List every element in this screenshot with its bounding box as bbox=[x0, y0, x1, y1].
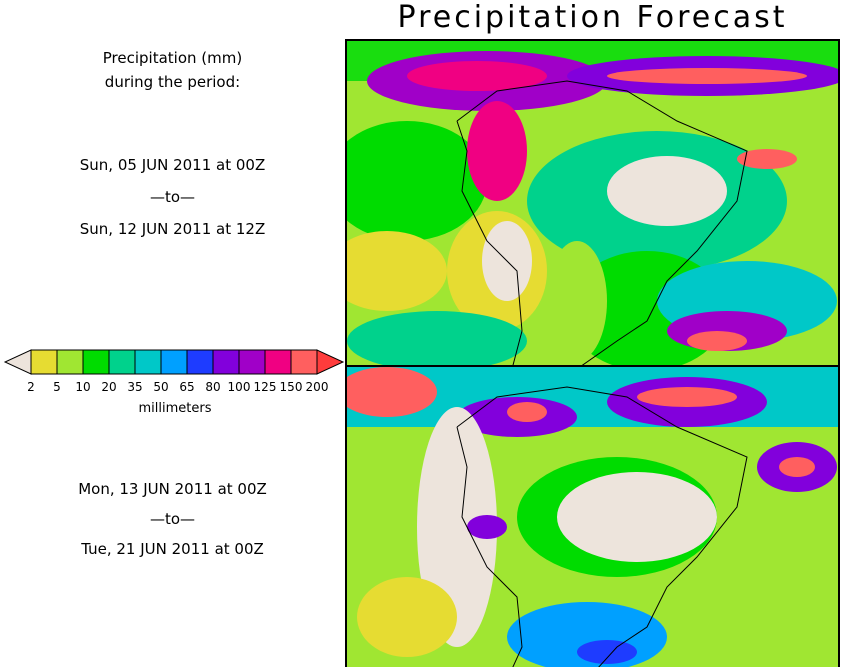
colorbar-bin bbox=[160, 349, 188, 375]
heading-line-2: during the period: bbox=[104, 73, 241, 91]
colorbar-bin bbox=[108, 349, 136, 375]
colorbar-bin bbox=[212, 349, 240, 375]
colorbar-bin bbox=[238, 349, 266, 375]
colorbar-bin bbox=[290, 349, 318, 375]
colorbar-tick-label: 150 bbox=[280, 380, 303, 394]
colorbar-tick-label: 125 bbox=[254, 380, 277, 394]
colorbar-tick-label: 20 bbox=[101, 380, 116, 394]
colorbar-above-arrow bbox=[316, 349, 345, 375]
period-1-end: Sun, 12 JUN 2011 at 12Z bbox=[79, 220, 266, 238]
colorbar-bin bbox=[264, 349, 292, 375]
colorbar-below-arrow bbox=[3, 349, 32, 375]
precip-map-2 bbox=[347, 367, 838, 667]
colorbar-tick-label: 35 bbox=[127, 380, 142, 394]
colorbar-bin bbox=[82, 349, 110, 375]
colorbar-bin bbox=[56, 349, 84, 375]
period-2-end: Tue, 21 JUN 2011 at 00Z bbox=[81, 540, 264, 558]
period-2-sep: —to— bbox=[149, 510, 196, 528]
colorbar-tick-label: 65 bbox=[179, 380, 194, 394]
colorbar-tick-label: 200 bbox=[306, 380, 329, 394]
period-2-start: Mon, 13 JUN 2011 at 00Z bbox=[78, 480, 267, 498]
period-1-start: Sun, 05 JUN 2011 at 00Z bbox=[79, 156, 266, 174]
map-period-1 bbox=[345, 39, 840, 367]
heading-line-1: Precipitation (mm) bbox=[102, 49, 243, 67]
colorbar-tick-label: 50 bbox=[153, 380, 168, 394]
map-period-2 bbox=[345, 365, 840, 667]
precip-map-1 bbox=[347, 41, 838, 365]
legend-heading: Precipitation (mm) during the period: bbox=[0, 46, 345, 94]
colorbar-unit: millimeters bbox=[139, 401, 212, 416]
colorbar-tick-label: 80 bbox=[205, 380, 220, 394]
colorbar-tick-label: 10 bbox=[75, 380, 90, 394]
colorbar-bin bbox=[186, 349, 214, 375]
colorbar-tick-label: 5 bbox=[53, 380, 61, 394]
page-title: Precipitation Forecast bbox=[397, 0, 788, 35]
colorbar-tick-label: 100 bbox=[228, 380, 251, 394]
period-1-sep: —to— bbox=[149, 188, 196, 206]
colorbar-bin bbox=[134, 349, 162, 375]
colorbar-tick-label: 2 bbox=[27, 380, 35, 394]
period-2-label: Mon, 13 JUN 2011 at 00Z —to— Tue, 21 JUN… bbox=[0, 474, 345, 564]
period-1-label: Sun, 05 JUN 2011 at 00Z —to— Sun, 12 JUN… bbox=[0, 149, 345, 245]
colorbar-bin bbox=[30, 349, 58, 375]
colorbar: 2 5 10 20 35 50 65 80 100 125 150 200 millimeters bbox=[3, 349, 345, 416]
